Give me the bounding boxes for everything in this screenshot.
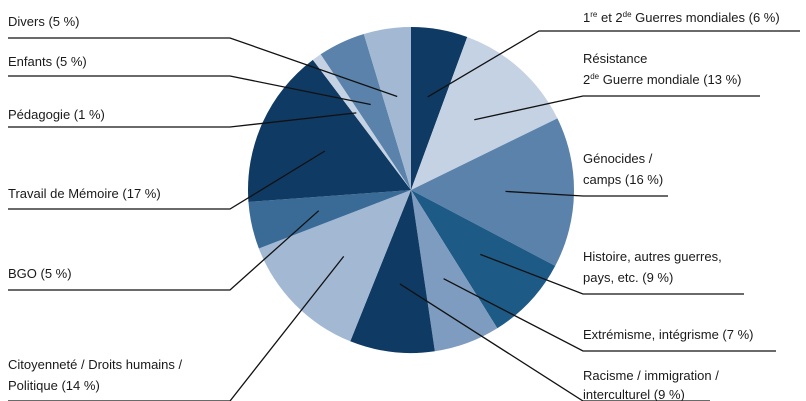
leader-lines — [8, 30, 800, 401]
label-extremisme: Extrémisme, intégrisme (7 %) — [583, 327, 753, 342]
leader-line-histoire-autres-guerres-pays-etc-9 — [480, 253, 744, 295]
leader-line-travail-de-memoire-17 — [8, 150, 326, 210]
leader-line-resistance-2de-guerre-mondiale-13 — [474, 95, 760, 121]
pie-slice-pedagogie-1 — [312, 54, 411, 190]
label-citoyennete-line1: Citoyenneté / Droits humains / — [8, 357, 183, 372]
leader-line-bgo-5 — [8, 210, 320, 291]
leader-line-1re-et-2de-guerres-mondiales-6 — [427, 30, 800, 98]
leader-line-divers-5 — [8, 37, 398, 98]
pie-slice-bgo-5 — [248, 190, 411, 249]
label-bgo: BGO (5 %) — [8, 266, 72, 281]
leader-line-genocides-camps-16 — [505, 190, 668, 197]
label-racisme-line1: Racisme / immigration / — [583, 368, 719, 383]
pie-slice-racisme-immigration-interculturel-9 — [350, 190, 435, 354]
leader-line-citoyennete-droits-humains-politique-14 — [8, 255, 345, 401]
label-resistance-line2: 2de Guerre mondiale (13 %) — [583, 72, 741, 87]
label-guerres-mondiales: 1re et 2de Guerres mondiales (6 %) — [583, 10, 780, 25]
label-genocides-line2: camps (16 %) — [583, 172, 663, 187]
leader-line-racisme-immigration-interculturel-9 — [399, 283, 710, 401]
pie-slice-travail-de-memoire-17 — [248, 59, 411, 202]
label-histoire-line2: pays, etc. (9 %) — [583, 270, 673, 285]
pie-slice-divers-5 — [363, 27, 411, 190]
pie-slice-1re-et-2de-guerres-mondiales-6 — [411, 26, 468, 190]
label-racisme-line2: interculturel (9 %) — [583, 387, 685, 401]
pie-slices — [248, 26, 574, 354]
label-divers: Divers (5 %) — [8, 14, 80, 29]
pie-slice-genocides-camps-16 — [411, 118, 574, 266]
label-travail-memoire: Travail de Mémoire (17 %) — [8, 186, 161, 201]
pie-slice-histoire-autres-guerres-pays-etc-9 — [411, 190, 556, 329]
label-citoyennete-line2: Politique (14 %) — [8, 378, 100, 393]
leader-line-extremisme-integrisme-7 — [443, 278, 776, 352]
pie-slice-resistance-2de-guerre-mondiale-13 — [411, 37, 558, 191]
leader-line-enfants-5 — [8, 75, 371, 106]
label-enfants: Enfants (5 %) — [8, 54, 87, 69]
label-histoire-line1: Histoire, autres guerres, — [583, 249, 722, 264]
pie-slice-enfants-5 — [320, 33, 411, 191]
label-pedagogie: Pédagogie (1 %) — [8, 107, 105, 122]
pie-slice-citoyennete-droits-humains-politique-14 — [258, 190, 411, 342]
label-genocides-line1: Génocides / — [583, 151, 653, 166]
leader-line-pedagogie-1 — [8, 112, 357, 128]
pie-slice-extremisme-integrisme-7 — [411, 190, 498, 352]
label-resistance-line1: Résistance — [583, 51, 647, 66]
